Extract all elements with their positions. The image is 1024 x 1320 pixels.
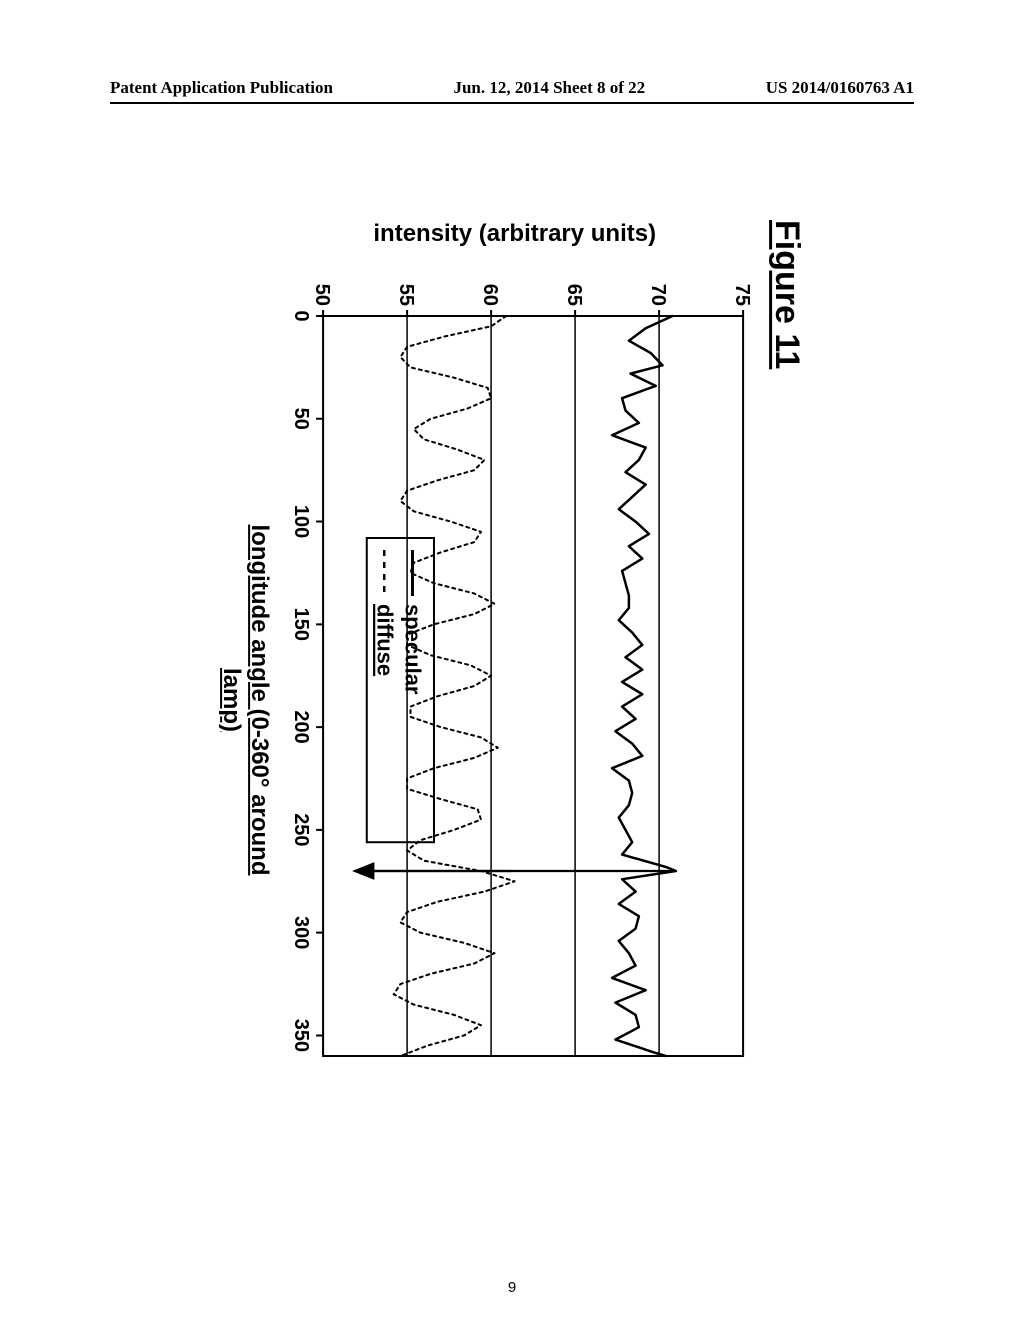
svg-text:diffuse: diffuse [372, 604, 397, 676]
xlabel-line2: lamp) [219, 668, 246, 732]
svg-text:250: 250 [290, 813, 312, 846]
header-rule [110, 102, 914, 104]
svg-text:50: 50 [311, 284, 333, 306]
header-center: Jun. 12, 2014 Sheet 8 of 22 [453, 78, 645, 98]
header-right: US 2014/0160763 A1 [766, 78, 914, 98]
figure-container: Figure 11 intensity (arbitrary units) 50… [218, 220, 806, 1100]
svg-text:75: 75 [731, 284, 753, 306]
figure-title: Figure 11 [767, 220, 806, 1100]
svg-text:0: 0 [290, 310, 312, 321]
svg-text:55: 55 [395, 284, 417, 306]
y-axis-label: intensity (arbitrary units) [374, 220, 657, 248]
svg-text:specular: specular [400, 604, 425, 695]
page-number: 9 [508, 1279, 516, 1296]
svg-text:350: 350 [290, 1019, 312, 1052]
line-chart: 50 55 60 65 70 75 0 50 100 150 200 250 300 350 specula… [277, 256, 753, 1076]
svg-text:200: 200 [290, 710, 312, 743]
svg-text:100: 100 [290, 505, 312, 538]
header-left: Patent Application Publication [110, 78, 333, 98]
patent-header: Patent Application Publication Jun. 12, … [0, 78, 1024, 98]
svg-text:50: 50 [290, 408, 312, 430]
svg-text:60: 60 [479, 284, 501, 306]
svg-text:150: 150 [290, 608, 312, 641]
svg-text:70: 70 [647, 284, 669, 306]
x-axis-label: longitude angle (0-360° around lamp) [218, 300, 273, 1100]
svg-text:300: 300 [290, 916, 312, 949]
xlabel-line1: longitude angle (0-360° around [246, 525, 273, 876]
svg-text:65: 65 [563, 284, 585, 306]
